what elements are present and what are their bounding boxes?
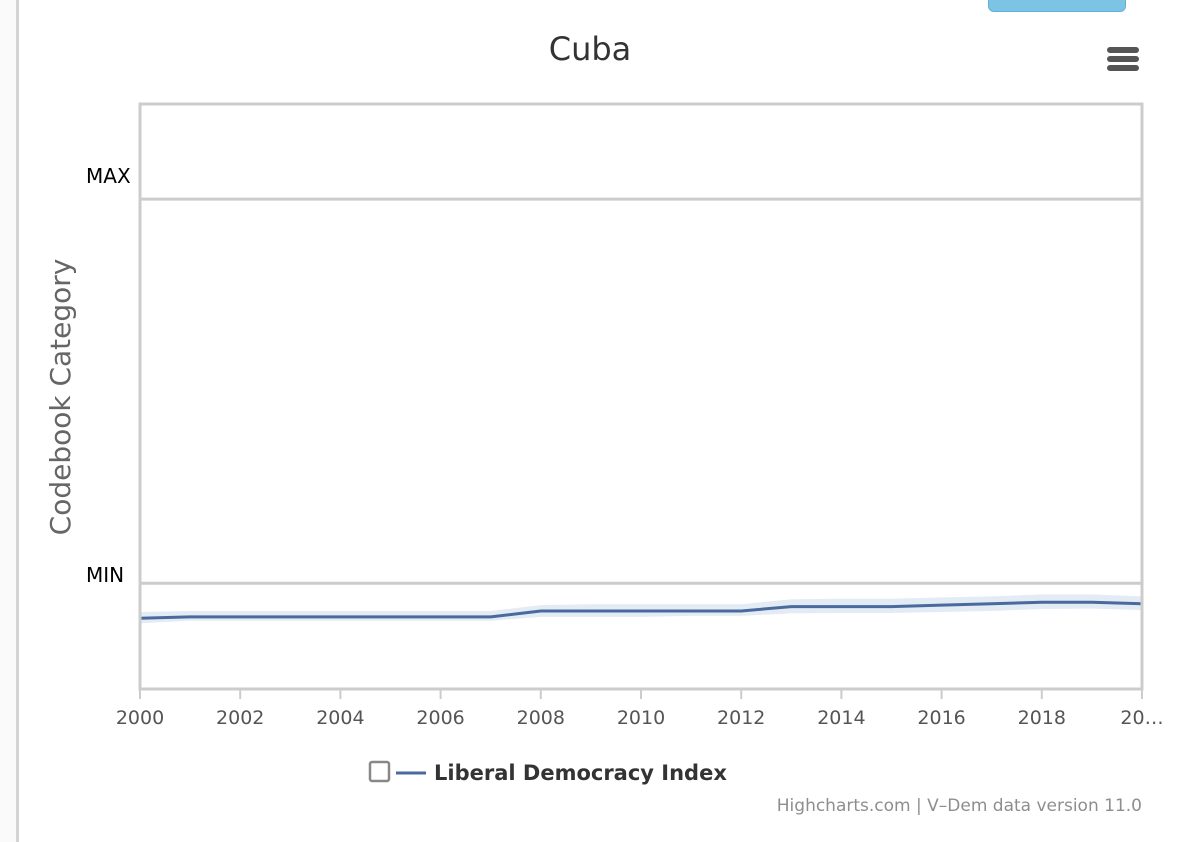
x-tick-label: 2010: [617, 707, 665, 729]
x-tick-label: 2006: [416, 707, 464, 729]
legend[interactable]: Liberal Democracy Index: [368, 760, 727, 785]
x-tick-label: 2012: [717, 707, 765, 729]
x-tick-label: 20…: [1120, 707, 1163, 729]
hamburger-menu-icon[interactable]: [1104, 44, 1142, 76]
x-tick-label: 2002: [216, 707, 264, 729]
y-category-label-max: MAX: [86, 164, 131, 188]
grid-layer: [140, 197, 1142, 585]
legend-checkbox[interactable]: [368, 760, 391, 783]
x-tick-label: 2018: [1018, 707, 1066, 729]
menu-bar: [1107, 47, 1139, 53]
series-line-liberal-democracy-index: [139, 600, 1143, 620]
confidence-band: [140, 594, 1142, 624]
credits-text[interactable]: Highcharts.com | V–Dem data version 11.0: [776, 796, 1142, 816]
top-action-button[interactable]: [988, 0, 1126, 12]
series-line-layer: [139, 600, 1143, 620]
menu-bar: [1107, 56, 1139, 62]
x-tick-label: 2004: [316, 707, 364, 729]
x-tick-label: 2016: [917, 707, 965, 729]
confidence-band-layer: [140, 594, 1142, 624]
y-axis-title: Codebook Category: [44, 259, 77, 536]
legend-item-label[interactable]: Liberal Democracy Index: [434, 761, 727, 785]
y-axis: MAX MIN Codebook Category: [44, 164, 131, 587]
x-axis: 2000 2002 2004 2006 2008 2010 2012 2014 2016 2018…: [116, 689, 1164, 729]
x-tick-label: 2014: [817, 707, 865, 729]
menu-bar: [1107, 65, 1139, 71]
x-tick-label: 2008: [517, 707, 565, 729]
y-category-label-min: MIN: [86, 563, 124, 587]
page-edge: [0, 0, 19, 842]
chart-title: Cuba: [548, 30, 632, 68]
x-tick-label: 2000: [116, 707, 164, 729]
